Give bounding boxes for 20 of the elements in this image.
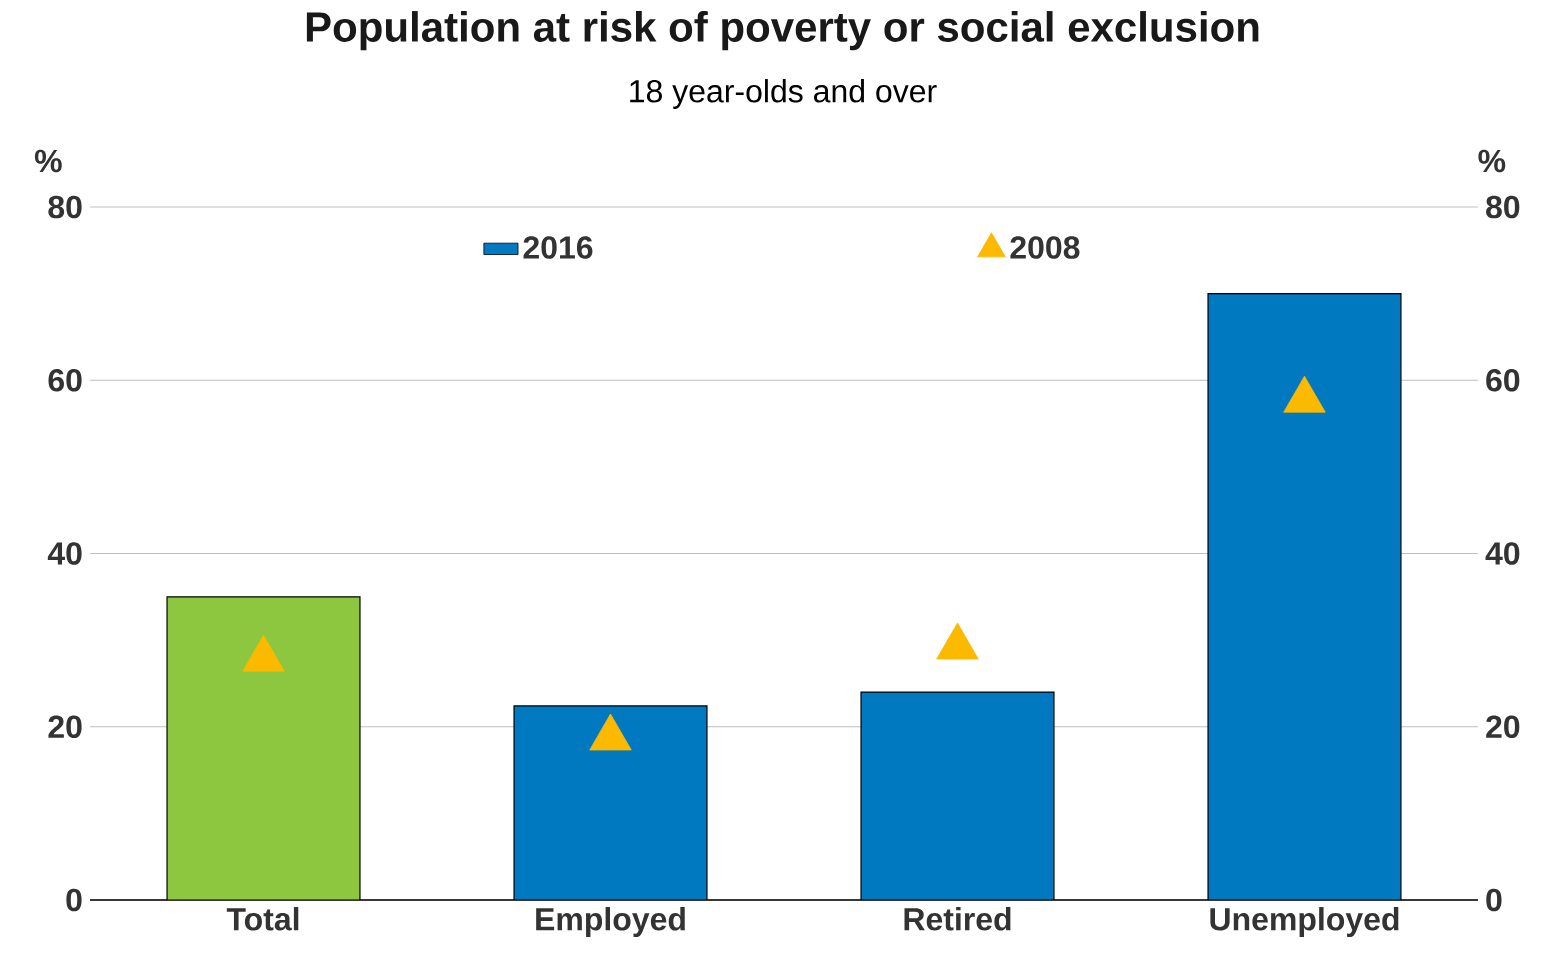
y-tick-label: 20 (48, 715, 82, 739)
y-axis-title: % (34, 149, 62, 173)
y2-axis-title: % (1478, 149, 1506, 173)
legend-label: 2016 (523, 236, 593, 259)
chart-subtitle: 18 year-olds and over (630, 79, 937, 109)
chart-title: Population at risk of poverty or social exclusion (306, 11, 1259, 51)
legend-label: 2008 (1010, 236, 1080, 259)
x-tick-label: Unemployed (1210, 907, 1399, 937)
y-tick-label: 0 (66, 888, 82, 912)
y2-tick-label: 0 (1486, 888, 1502, 912)
y-tick-label: 40 (47, 542, 82, 565)
y2-tick-label: 60 (1486, 368, 1520, 392)
y2-tick-label: 20 (1486, 715, 1520, 739)
y-tick-label: 80 (48, 195, 82, 219)
y-tick-label: 60 (48, 368, 82, 392)
x-tick-label: Total (226, 907, 299, 931)
x-tick-label: Employed (536, 907, 685, 937)
x-tick-label: Retired (904, 907, 1011, 931)
y2-tick-label: 80 (1486, 195, 1520, 219)
y2-tick-label: 40 (1485, 542, 1520, 565)
